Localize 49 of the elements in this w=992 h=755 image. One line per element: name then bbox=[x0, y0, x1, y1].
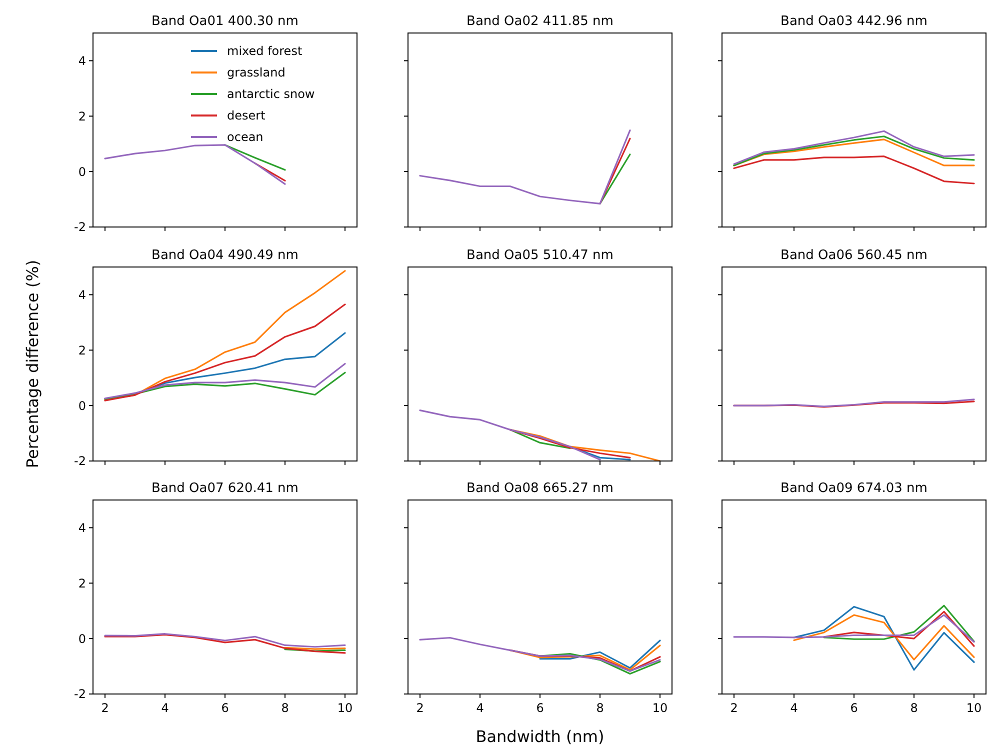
y-axis-title: Percentage difference (%) bbox=[23, 259, 42, 468]
line-series bbox=[104, 633, 346, 648]
chart-title: Band Oa08 665.27 nm bbox=[466, 481, 613, 496]
chart-title: Band Oa04 490.49 nm bbox=[152, 248, 298, 262]
chart-title: Band Oa05 510.47 nm bbox=[466, 248, 613, 262]
y-tick-label: 0 bbox=[78, 632, 86, 646]
x-tick-label: 4 bbox=[790, 701, 798, 715]
y-tick-label: -2 bbox=[74, 454, 86, 468]
y-tick-label: 2 bbox=[78, 576, 86, 590]
x-tick-label: 8 bbox=[281, 701, 289, 715]
x-tick-label: 2 bbox=[101, 701, 109, 715]
x-tick-label: 4 bbox=[476, 701, 484, 715]
y-tick-label: -2 bbox=[74, 220, 86, 234]
y-tick-label: 2 bbox=[78, 342, 86, 357]
legend-label: antarctic snow bbox=[227, 87, 315, 102]
legend-label: desert bbox=[227, 108, 266, 123]
x-tick-label: 8 bbox=[596, 701, 604, 715]
chart-title: Band Oa07 620.41 nm bbox=[152, 481, 298, 496]
line-series bbox=[104, 362, 346, 399]
line-series bbox=[104, 144, 286, 185]
y-tick-label: 2 bbox=[78, 109, 86, 124]
x-tick-label: 2 bbox=[730, 701, 738, 715]
chart-title: Band Oa03 442.96 nm bbox=[780, 14, 928, 29]
x-tick-label: 6 bbox=[221, 701, 229, 715]
x-axis-title: Bandwidth (nm) bbox=[475, 727, 604, 746]
y-tick-label: -2 bbox=[74, 687, 86, 702]
chart-title: Band Oa09 674.03 nm bbox=[780, 481, 928, 496]
y-tick-label: 4 bbox=[78, 287, 86, 302]
x-tick-label: 4 bbox=[161, 701, 169, 715]
chart-title: Band Oa01 400.30 nm bbox=[152, 14, 298, 29]
x-tick-label: 10 bbox=[966, 701, 982, 715]
y-tick-label: 0 bbox=[78, 398, 86, 412]
x-tick-label: 8 bbox=[910, 701, 918, 715]
y-tick-label: 4 bbox=[78, 520, 86, 535]
x-tick-label: 6 bbox=[850, 701, 858, 715]
x-tick-label: 10 bbox=[337, 701, 353, 715]
legend-label: ocean bbox=[227, 130, 264, 144]
x-tick-label: 2 bbox=[416, 701, 424, 715]
line-series bbox=[104, 634, 346, 654]
legend-label: mixed forest bbox=[227, 44, 302, 58]
line-series bbox=[104, 371, 346, 400]
y-tick-label: 4 bbox=[78, 54, 86, 68]
chart-title: Band Oa06 560.45 nm bbox=[780, 248, 928, 262]
chart-title: Band Oa02 411.85 nm bbox=[466, 14, 613, 29]
x-tick-label: 6 bbox=[536, 701, 544, 715]
line-series bbox=[104, 303, 346, 401]
x-tick-label: 10 bbox=[652, 701, 668, 715]
legend-label: grassland bbox=[227, 66, 286, 80]
y-tick-label: 0 bbox=[78, 164, 86, 179]
